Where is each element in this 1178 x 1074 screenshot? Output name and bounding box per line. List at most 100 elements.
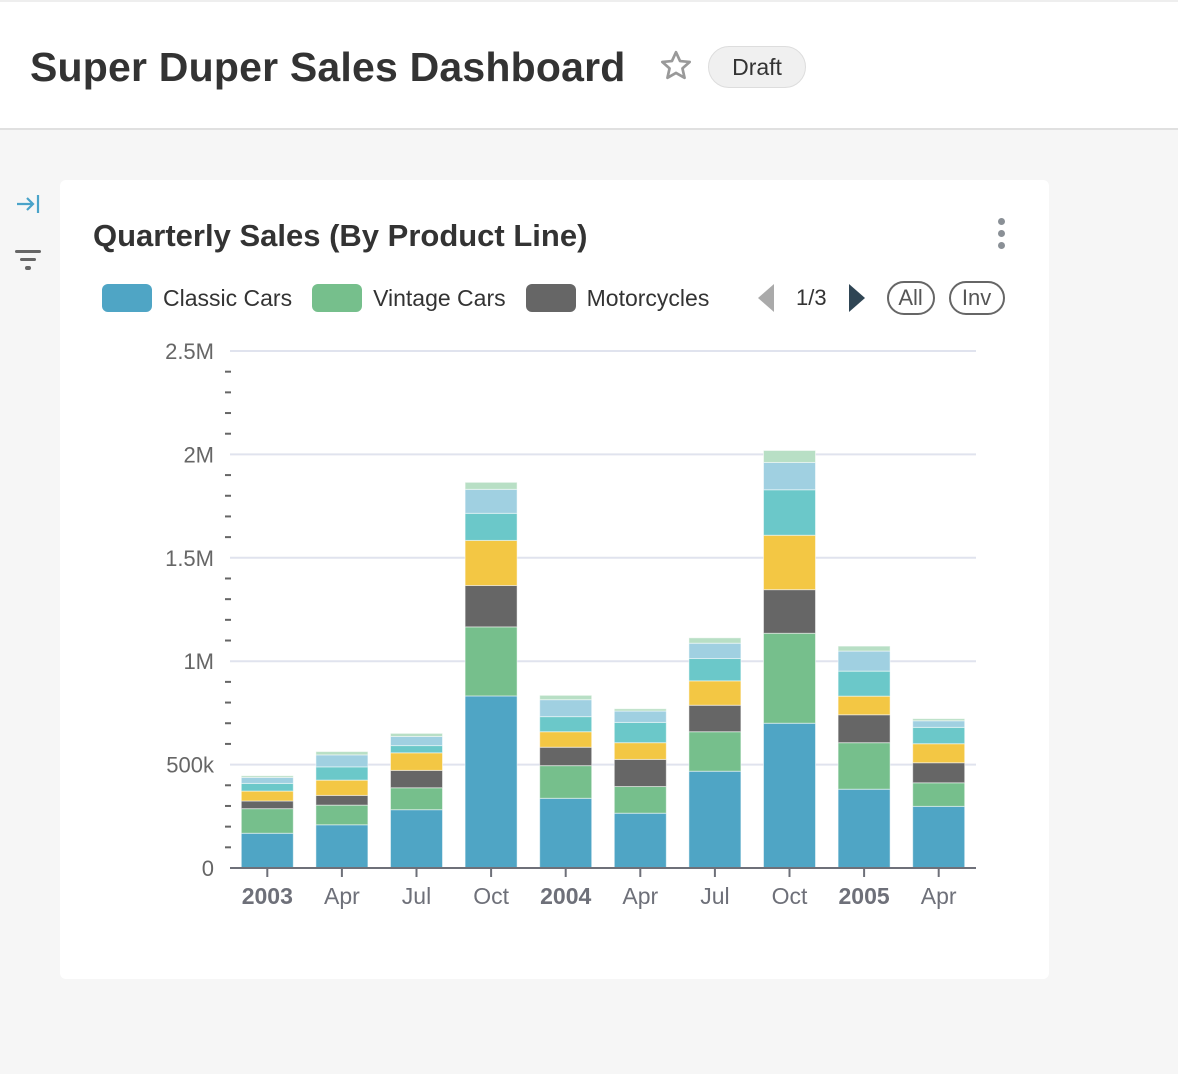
status-badge: Draft [708,46,806,88]
bar-segment [613,710,667,723]
bar-segment [763,589,816,634]
dashboard-header: Super Duper Sales Dashboard Draft [0,0,1178,130]
x-tick-label: Oct [473,883,509,909]
bar-segment [240,775,294,778]
legend-label: Motorcycles [586,284,710,311]
bar-segment [763,534,816,591]
bar-segment [240,832,294,869]
bar-segment [240,808,294,834]
filter-icon[interactable] [14,248,42,274]
bar-segment [539,746,593,767]
kebab-vertical-icon[interactable] [994,218,1008,254]
bar-segment [613,786,667,814]
star-outline-icon[interactable] [658,48,694,84]
bar-segment [837,650,891,672]
dashboard-title: Super Duper Sales Dashboard [30,44,626,90]
bar-segment [390,745,443,754]
bar-segment [539,731,593,748]
bar-segment [837,788,891,869]
bar-segment [315,754,369,768]
bar-segment [837,742,891,790]
bar-segment [912,718,966,722]
bar-segment [240,800,294,810]
expand-right-icon[interactable] [14,192,42,216]
bar-segment [464,539,518,587]
bar-segment [763,489,816,536]
legend-swatch [312,284,363,312]
y-tick-label: 0 [202,856,214,881]
x-tick-label: Apr [622,883,658,909]
bar-segment [390,787,443,811]
bar-segment [613,708,667,712]
y-tick-label: 1.5M [165,546,214,571]
bar-segment [539,694,593,701]
bar-segment [688,637,742,644]
next-page-icon[interactable] [847,283,867,313]
bar-segment [613,758,667,788]
bar-segment [837,714,891,744]
x-tick-label: Oct [772,883,808,909]
chart-title: Quarterly Sales (By Product Line) [93,218,588,253]
bar-segment [464,512,518,541]
bar-segment [688,731,742,772]
bar-segment [688,704,742,733]
bar-segment [390,735,443,747]
bar-segment [390,769,443,789]
bar-segment [613,742,667,760]
bar-segment [912,720,966,728]
legend-item-vintage-cars[interactable]: Vintage Cars [312,284,506,312]
legend-pager: 1/3 All Inv [756,280,1005,316]
legend-item-classic-cars[interactable]: Classic Cars [102,284,292,312]
bar-segment [539,699,593,718]
bar-segment [837,645,891,652]
bar-segment [464,481,518,490]
bar-segment [613,812,667,869]
bar-segment [539,765,593,799]
x-tick-label: 2003 [242,883,293,909]
previous-page-icon[interactable] [756,283,776,313]
bar-segment [315,794,369,806]
bar-segment [763,632,816,724]
bar-segment [763,722,816,869]
x-tick-label: Jul [402,883,431,909]
y-tick-label: 2.5M [165,339,214,364]
bar-segment [912,743,966,764]
x-tick-label: Jul [700,883,729,909]
legend-swatch [525,284,576,312]
bar-segment [688,642,742,660]
bar-segment [912,762,966,784]
bar-segment [464,488,518,514]
legend-swatch [102,284,152,312]
bar-segment [912,805,966,869]
bar-segment [539,716,593,733]
bar-segment [240,776,294,784]
invert-selection-button[interactable]: Inv [948,281,1005,315]
select-all-button[interactable]: All [886,281,935,315]
bar-segment [240,782,294,792]
bar-segment [390,732,443,737]
bar-segment [688,658,742,682]
bar-segment [464,585,518,628]
legend-item-motorcycles[interactable]: Motorcycles [525,284,710,312]
y-tick-label: 1M [183,649,214,674]
bar-segment [315,804,369,826]
bar-segment [912,726,966,745]
bar-segment [315,766,369,781]
x-tick-label: Apr [921,883,957,909]
legend-label: Vintage Cars [373,284,506,311]
bar-segment [390,752,443,771]
bar-segment [315,751,369,756]
bar-segment [763,449,816,463]
bar-segment [763,461,816,491]
bar-segment [539,797,593,869]
bar-segment [688,770,742,869]
bar-segment [464,626,518,697]
bar-segment [240,790,294,802]
x-tick-label: 2004 [540,883,591,909]
bar-segment [464,695,518,869]
bar-segment [613,721,667,744]
bar-segment [688,680,742,706]
y-tick-label: 2M [183,442,214,467]
bar-segment [315,824,369,869]
